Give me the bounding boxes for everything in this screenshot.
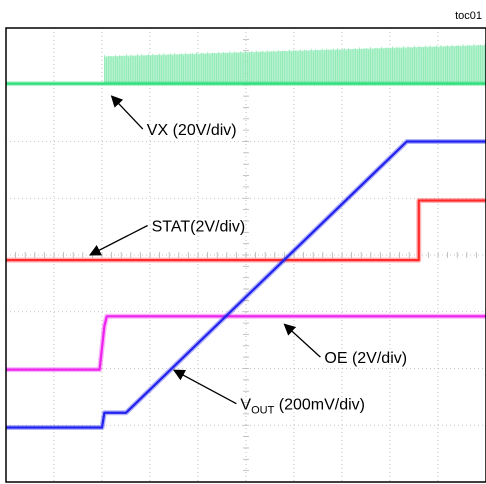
- annotation-arrow: [110, 95, 144, 130]
- annotation-label: OE (2V/div): [324, 350, 407, 367]
- plot-frame: [5, 27, 486, 483]
- trace-series-3: [6, 140, 486, 429]
- annotation-arrow: [283, 323, 321, 358]
- trace-series-1: [6, 199, 486, 262]
- annotation-arrow: [88, 224, 148, 256]
- annotation-label: STAT(2V/div): [152, 218, 246, 235]
- annotation-label: VOUT (200mV/div): [240, 397, 365, 417]
- figure-tag: toc01: [455, 10, 482, 22]
- annotation-arrow: [172, 369, 237, 405]
- annotation-label: VX (20V/div): [147, 122, 237, 139]
- grid: [5, 27, 486, 483]
- trace-series-2: [6, 315, 486, 371]
- annotations: VX (20V/div) STAT(2V/div) OE (2V/div) VOUT …: [88, 95, 407, 417]
- traces: [6, 43, 486, 431]
